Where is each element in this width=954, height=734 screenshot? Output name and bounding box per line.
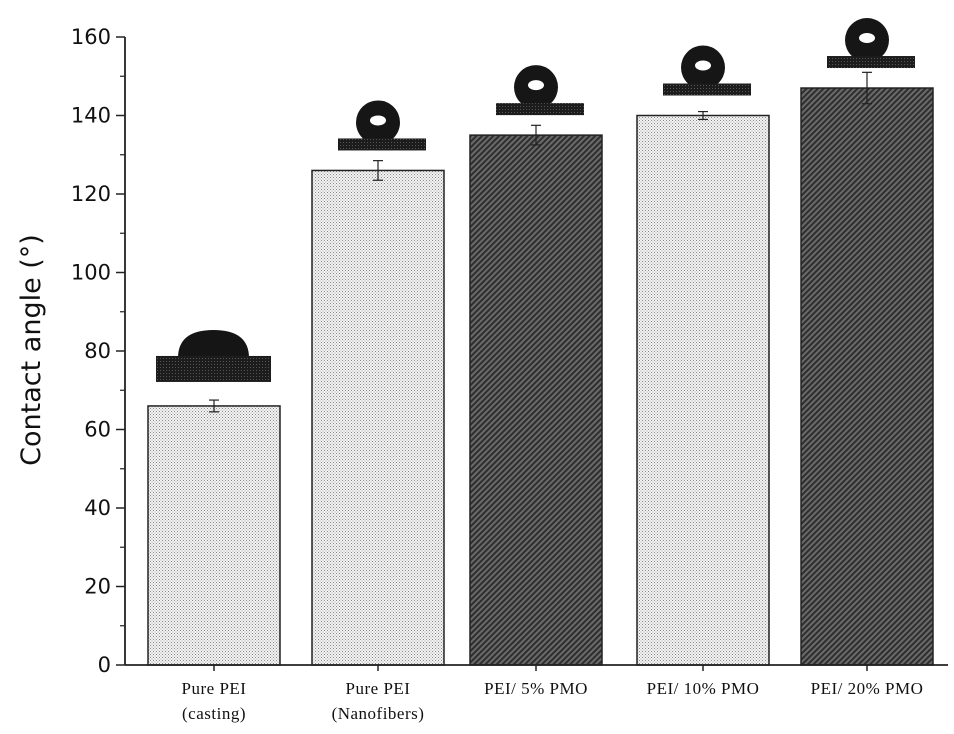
x-tick-label-4: PEI/ 10% PMO [647, 679, 760, 698]
y-tick-label-20: 20 [84, 575, 111, 599]
bar-5 [801, 88, 933, 665]
x-tick-label-5: PEI/ 20% PMO [811, 679, 924, 698]
droplet-icon-3 [496, 65, 584, 115]
droplet-highlight [370, 115, 386, 125]
droplet-substrate [496, 103, 584, 115]
droplet-icon-2 [338, 100, 426, 150]
droplet-substrate [827, 56, 915, 68]
x-tick-label-1-line-2: (casting) [182, 704, 246, 723]
y-tick-label-0: 0 [98, 653, 111, 677]
droplet-icon-4 [663, 46, 751, 96]
y-axis-label: Contact angle (°) [16, 234, 47, 466]
y-tick-label-120: 120 [71, 182, 111, 206]
droplet-substrate [156, 356, 271, 382]
y-tick-label-140: 140 [71, 104, 111, 128]
x-tick-label-3: PEI/ 5% PMO [484, 679, 588, 698]
y-tick-label-80: 80 [84, 339, 111, 363]
droplet-shape [178, 330, 249, 358]
droplet-icon-1 [156, 330, 271, 382]
bar-2 [312, 170, 444, 665]
y-tick-label-60: 60 [84, 418, 111, 442]
y-tick-label-160: 160 [71, 25, 111, 49]
y-tick-label-100: 100 [71, 261, 111, 285]
droplet-substrate [338, 138, 426, 150]
x-tick-label-1-line-1: Pure PEI [182, 679, 247, 698]
x-tick-label-2-line-1: Pure PEI [346, 679, 411, 698]
y-tick-label-40: 40 [84, 496, 111, 520]
droplet-highlight [528, 80, 544, 90]
bar-4 [637, 116, 769, 666]
bar-1 [148, 406, 280, 665]
droplet-substrate [663, 84, 751, 96]
bar-3 [470, 135, 602, 665]
droplet-highlight [859, 33, 875, 43]
droplet-highlight [695, 61, 711, 71]
x-tick-label-2-line-2: (Nanofibers) [332, 704, 425, 723]
droplet-icon-5 [827, 18, 915, 68]
